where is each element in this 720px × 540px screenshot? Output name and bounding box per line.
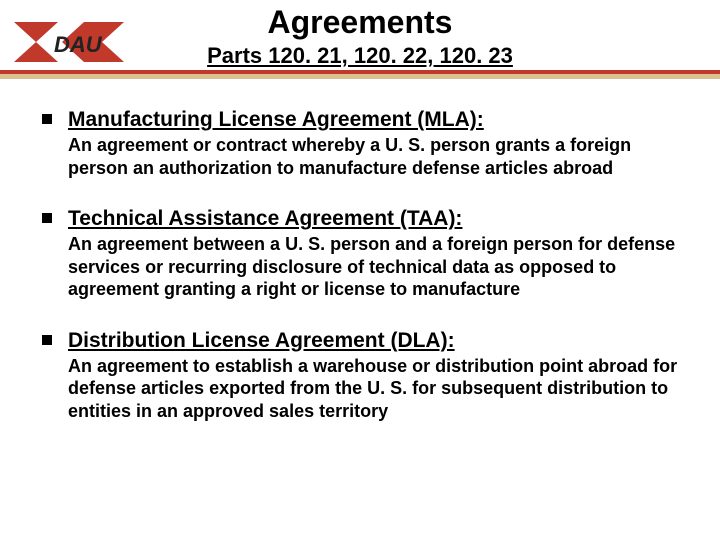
bullet-icon <box>42 213 52 223</box>
dau-logo: DAU <box>14 22 134 62</box>
item-title: Technical Assistance Agreement (TAA): <box>68 207 688 231</box>
list-item: Distribution License Agreement (DLA): An… <box>48 329 688 423</box>
item-desc: An agreement or contract whereby a U. S.… <box>68 134 688 179</box>
svg-text:DAU: DAU <box>54 32 103 57</box>
bullet-icon <box>42 114 52 124</box>
item-desc: An agreement to establish a warehouse or… <box>68 355 688 423</box>
list-item: Technical Assistance Agreement (TAA): An… <box>48 207 688 301</box>
slide-content: Manufacturing License Agreement (MLA): A… <box>0 80 720 422</box>
item-title: Distribution License Agreement (DLA): <box>68 329 688 353</box>
divider-stripe <box>0 70 720 79</box>
item-desc: An agreement between a U. S. person and … <box>68 233 688 301</box>
item-title: Manufacturing License Agreement (MLA): <box>68 108 688 132</box>
bullet-icon <box>42 335 52 345</box>
slide-header: DAU Agreements Parts 120. 21, 120. 22, 1… <box>0 0 720 80</box>
list-item: Manufacturing License Agreement (MLA): A… <box>48 108 688 179</box>
